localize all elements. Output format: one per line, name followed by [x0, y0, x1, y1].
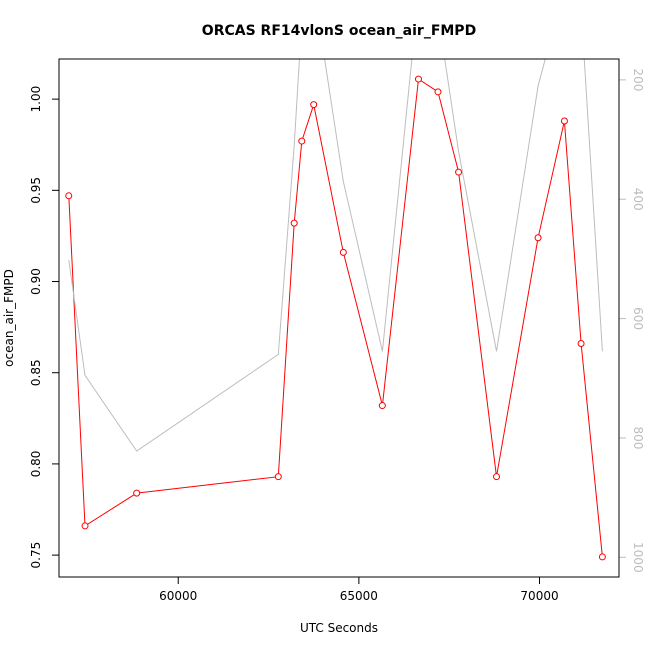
data-point: [493, 473, 501, 481]
chart-title: ORCAS RF14vlonS ocean_air_FMPD: [202, 23, 476, 39]
primary-series-line: [68, 78, 603, 557]
x-tick-label: 60000: [159, 589, 197, 603]
axes: 60000 65000 70000 0.75 0.80 0.85 0.90 0.95 1.00 2…: [29, 68, 645, 603]
y-axis-label: ocean_air_FMPD: [2, 269, 16, 367]
data-point: [378, 402, 386, 410]
data-point: [274, 473, 282, 481]
data-point: [534, 234, 542, 242]
data-point: [298, 137, 306, 145]
y-tick-label: 1.00: [29, 86, 43, 113]
y-tick-label: 0.85: [29, 359, 43, 386]
x-axis-label: UTC Seconds: [300, 621, 378, 635]
x-tick-label: 65000: [340, 589, 378, 603]
y-tick-label: 0.75: [29, 542, 43, 569]
data-point: [434, 88, 442, 96]
secondary-series-line: [68, 59, 603, 452]
plot-area: [65, 59, 606, 561]
data-point: [560, 117, 568, 125]
data-point: [310, 101, 318, 109]
x-tick-label: 70000: [520, 589, 558, 603]
data-point: [598, 553, 606, 561]
data-point: [455, 168, 463, 176]
y2-tick-label: 600: [631, 307, 645, 330]
y2-tick-label: 400: [631, 188, 645, 211]
plot-frame: [58, 58, 620, 578]
y2-tick-label: 800: [631, 426, 645, 449]
data-point: [339, 248, 347, 256]
data-point: [133, 489, 141, 497]
y2-tick-label: 200: [631, 68, 645, 91]
data-point: [414, 75, 422, 83]
y2-tick-label: 1000: [631, 542, 645, 573]
data-point: [290, 219, 298, 227]
y-tick-label: 0.95: [29, 177, 43, 204]
data-point: [577, 340, 585, 348]
data-point: [81, 522, 89, 530]
data-point: [65, 192, 73, 200]
y-tick-label: 0.90: [29, 268, 43, 295]
y-tick-label: 0.80: [29, 451, 43, 478]
